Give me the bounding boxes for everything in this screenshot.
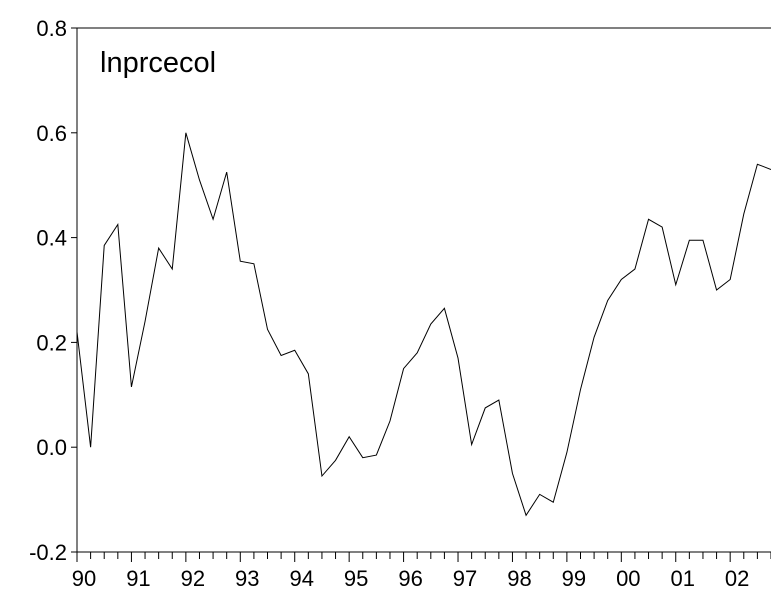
chart-title: lnprcecol xyxy=(100,47,216,79)
x-tick-label: 90 xyxy=(72,566,96,591)
x-tick-label: 99 xyxy=(562,566,586,591)
y-tick-label: 0.4 xyxy=(36,226,67,251)
x-tick-label: 02 xyxy=(725,566,749,591)
plot-frame xyxy=(76,27,771,553)
x-tick-label: 98 xyxy=(507,566,531,591)
x-tick-label: 01 xyxy=(671,566,695,591)
x-tick-label: 97 xyxy=(453,566,477,591)
x-tick-label: 91 xyxy=(126,566,150,591)
x-tick-label: 92 xyxy=(181,566,205,591)
y-tick-label: -0.2 xyxy=(29,540,67,565)
x-tick-label: 93 xyxy=(235,566,259,591)
x-tick-label: 95 xyxy=(344,566,368,591)
y-tick-label: 0.8 xyxy=(36,16,67,41)
x-tick-label: 00 xyxy=(616,566,640,591)
data-line xyxy=(76,132,771,517)
y-tick-label: 0.0 xyxy=(36,435,67,460)
x-tick-label: 96 xyxy=(398,566,422,591)
y-tick-label: 0.6 xyxy=(36,121,67,146)
x-tick-label: 94 xyxy=(289,566,313,591)
y-tick-label: 0.2 xyxy=(36,330,67,355)
